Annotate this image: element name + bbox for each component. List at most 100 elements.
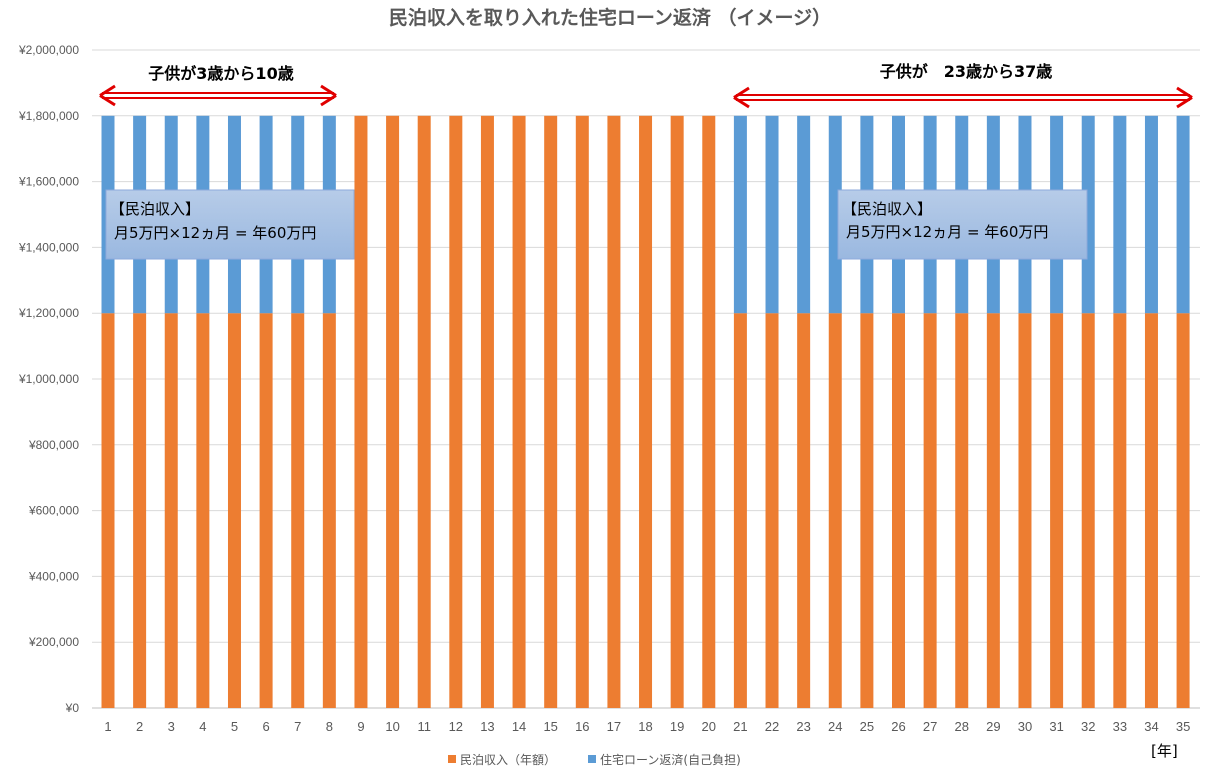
bar-segment-orange-23	[797, 313, 811, 708]
bar-segment-blue-22	[765, 115, 779, 314]
callout-2-line2: 月5万円×12ヵ月 = 年60万円	[846, 223, 1048, 241]
x-tick-label: 8	[326, 719, 333, 734]
x-tick-label: 2	[136, 719, 143, 734]
bar-segment-orange-24	[828, 313, 842, 708]
x-tick-label: 3	[168, 719, 175, 734]
legend-swatch-2	[588, 755, 596, 763]
x-tick-label: 24	[828, 719, 842, 734]
x-tick-label: 19	[670, 719, 684, 734]
x-tick-label: 7	[294, 719, 301, 734]
y-axis-ticks: ¥0 ¥200,000 ¥400,000 ¥600,000 ¥800,000 ¥1,000…	[18, 43, 79, 715]
y-tick-label: ¥400,000	[28, 569, 79, 583]
x-tick-label: 13	[480, 719, 494, 734]
bar-segment-orange-8	[322, 313, 336, 708]
callout-box-1: 【民泊収入】 月5万円×12ヵ月 = 年60万円	[105, 189, 355, 260]
x-tick-label: 1	[104, 719, 111, 734]
y-tick-label: ¥1,400,000	[18, 240, 79, 254]
bar-segment-orange-29	[986, 313, 1000, 708]
y-tick-label: ¥0	[65, 701, 80, 715]
legend-label-2: 住宅ローン返済(自己負担)	[600, 752, 741, 767]
x-tick-label: 5	[231, 719, 238, 734]
y-tick-label: ¥600,000	[28, 504, 79, 518]
bar-segment-orange-25	[860, 313, 874, 708]
bar-segment-orange-22	[765, 313, 779, 708]
callout-box-2: 【民泊収入】 月5万円×12ヵ月 = 年60万円	[837, 189, 1088, 260]
y-tick-label: ¥1,800,000	[18, 109, 79, 123]
x-tick-label: 6	[262, 719, 269, 734]
x-axis-ticks: 1 2 3 4 5 6 7 8 9 10 11 12 13 14 15 16 17 18 19 20 21 22 23 24 2…	[104, 719, 1190, 734]
bar-segment-orange-21	[733, 313, 747, 708]
x-tick-label: 22	[765, 719, 779, 734]
callout-1-line1: 【民泊収入】	[110, 200, 200, 218]
annotation-label-2: 子供が 23歳から37歳	[880, 62, 1053, 81]
bar-segment-orange-14	[512, 115, 526, 709]
x-tick-label: 35	[1176, 719, 1190, 734]
y-tick-label: ¥2,000,000	[18, 43, 79, 57]
y-tick-label: ¥800,000	[28, 438, 79, 452]
y-tick-label: ¥1,200,000	[18, 306, 79, 320]
bar-segment-orange-1	[101, 313, 115, 708]
x-tick-label: 4	[199, 719, 206, 734]
bar-segment-blue-35	[1176, 115, 1190, 314]
bar-segment-orange-4	[196, 313, 210, 708]
bar-segment-orange-31	[1050, 313, 1064, 708]
bar-segment-blue-23	[797, 115, 811, 314]
x-tick-label: 28	[955, 719, 969, 734]
x-tick-label: 31	[1049, 719, 1063, 734]
x-tick-label: 14	[512, 719, 526, 734]
bar-segment-blue-34	[1144, 115, 1158, 314]
x-tick-label: 18	[638, 719, 652, 734]
bar-segment-orange-19	[670, 115, 684, 709]
y-tick-label: ¥200,000	[28, 635, 79, 649]
x-tick-label: 34	[1144, 719, 1158, 734]
bar-segment-orange-27	[923, 313, 937, 708]
annotation-range-1: 子供が3歳から10歳	[99, 64, 337, 107]
bar-segment-orange-33	[1113, 313, 1127, 708]
bar-segment-blue-33	[1113, 115, 1127, 314]
bar-segment-orange-5	[227, 313, 241, 708]
x-tick-label: 29	[986, 719, 1000, 734]
bar-segment-orange-9	[354, 115, 368, 709]
x-tick-label: 15	[543, 719, 557, 734]
legend: 民泊収入（年額） 住宅ローン返済(自己負担)	[448, 752, 741, 767]
x-tick-label: 16	[575, 719, 589, 734]
x-tick-label: 26	[891, 719, 905, 734]
x-tick-label: 33	[1113, 719, 1127, 734]
callout-2-line1: 【民泊収入】	[842, 200, 932, 218]
bar-segment-orange-26	[892, 313, 905, 708]
legend-swatch-1	[448, 755, 456, 763]
bar-segment-orange-20	[702, 115, 716, 709]
bar-segment-orange-2	[133, 313, 147, 708]
legend-label-1: 民泊収入（年額）	[460, 753, 556, 767]
chart-title: 民泊収入を取り入れた住宅ローン返済 （イメージ）	[389, 6, 831, 29]
bar-segment-orange-3	[164, 313, 178, 708]
bar-segment-blue-21	[733, 115, 747, 314]
x-tick-label: 23	[796, 719, 810, 734]
x-tick-label: 17	[607, 719, 621, 734]
x-tick-label: 20	[702, 719, 716, 734]
bar-segment-blue-24	[828, 115, 842, 314]
x-tick-label: 9	[357, 719, 364, 734]
bar-segment-orange-17	[607, 115, 621, 709]
x-tick-label: 10	[385, 719, 399, 734]
bar-segment-orange-7	[291, 313, 305, 708]
x-tick-label: 12	[449, 719, 463, 734]
y-tick-label: ¥1,000,000	[18, 372, 79, 386]
bar-segment-orange-28	[955, 313, 969, 708]
bar-segment-orange-15	[544, 115, 558, 709]
x-tick-label: 30	[1018, 719, 1032, 734]
bar-segment-orange-12	[449, 115, 463, 709]
bar-segment-blue-32	[1081, 115, 1095, 314]
annotation-range-2: 子供が 23歳から37歳	[733, 62, 1193, 109]
bar-segment-orange-34	[1144, 313, 1158, 708]
bar-segment-orange-35	[1176, 313, 1190, 708]
bar-segment-orange-6	[259, 313, 273, 708]
bar-segment-orange-18	[639, 115, 653, 709]
x-tick-label: 27	[923, 719, 937, 734]
bar-segment-orange-11	[417, 115, 431, 709]
bar-segment-orange-16	[575, 115, 589, 709]
annotation-label-1: 子供が3歳から10歳	[148, 64, 293, 83]
x-tick-label: 25	[860, 719, 874, 734]
callout-1-line2: 月5万円×12ヵ月 = 年60万円	[114, 224, 316, 242]
